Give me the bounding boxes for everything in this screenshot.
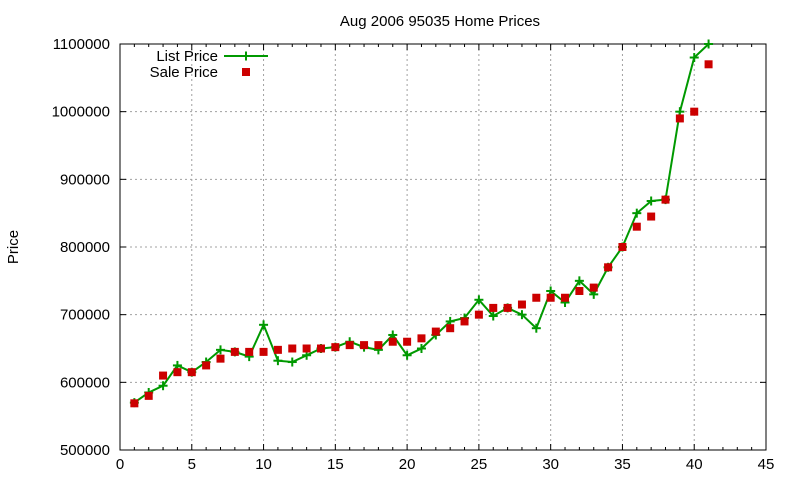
list-price-point [416, 344, 426, 353]
list-price-point [158, 381, 168, 391]
sale-price-point [446, 324, 455, 333]
list-price-point [273, 356, 283, 366]
sale-price-point [460, 317, 469, 326]
y-tick-label: 700000 [60, 307, 110, 324]
x-tick-label: 15 [327, 456, 344, 473]
sale-price-point [316, 344, 325, 353]
sale-price-point [503, 303, 512, 312]
sale-price-point [704, 60, 713, 69]
x-tick-label: 30 [542, 456, 559, 473]
sale-price-point [417, 334, 426, 343]
legend-plus-swatch [241, 51, 251, 61]
sale-price-point [690, 107, 699, 116]
sale-price-point [288, 344, 297, 353]
sale-price-point [230, 347, 239, 356]
data-series [129, 39, 714, 408]
sale-price-point [632, 222, 641, 231]
sale-price-point [159, 371, 168, 380]
list-price-point [259, 320, 269, 330]
grid-lines [120, 44, 766, 450]
sale-price-point [388, 337, 397, 346]
sale-price-point [561, 293, 570, 302]
sale-price-point [431, 327, 440, 336]
sale-price-point [259, 347, 268, 356]
list-price-point [287, 357, 297, 367]
series-sale-price [130, 60, 713, 408]
x-tick-label: 25 [471, 456, 488, 473]
x-tick-label: 5 [188, 456, 196, 473]
y-tick-label: 1000000 [52, 104, 110, 121]
list-price-point [531, 323, 541, 333]
y-tick-label: 500000 [60, 442, 110, 459]
legend-square-swatch [242, 68, 250, 76]
list-price-point [574, 276, 584, 286]
sale-price-point [575, 286, 584, 295]
sale-price-point [661, 195, 670, 204]
list-price-point [689, 53, 699, 63]
sale-price-point [345, 341, 354, 350]
sale-price-point [216, 354, 225, 363]
list-price-point [632, 208, 642, 218]
legend-entry: List Price [156, 48, 268, 65]
sale-price-point [489, 303, 498, 312]
sale-price-point [604, 263, 613, 272]
list-price-point [704, 39, 714, 49]
y-tick-label: 800000 [60, 239, 110, 256]
sale-price-point [532, 293, 541, 302]
sale-price-point [474, 310, 483, 319]
legend-entry: Sale Price [150, 64, 250, 81]
sale-price-point [589, 283, 598, 292]
x-tick-label: 0 [116, 456, 124, 473]
x-tick-label: 35 [614, 456, 631, 473]
list-price-point [646, 196, 656, 206]
x-tick-label: 10 [255, 456, 272, 473]
sale-price-point [647, 212, 656, 221]
sale-price-point [546, 293, 555, 302]
sale-price-point [675, 114, 684, 123]
x-tick-label: 45 [758, 456, 775, 473]
sale-price-point [302, 344, 311, 353]
sale-price-point [245, 347, 254, 356]
axis-ticks: 0 5 10 15 20 25 30 35 40 45 500000 600000 700000 8000… [52, 36, 775, 473]
list-price-point [517, 310, 527, 320]
list-price-point [488, 311, 498, 321]
sale-price-point [130, 399, 139, 408]
sale-price-point [273, 345, 282, 354]
sale-price-point [331, 343, 340, 352]
chart-title: Aug 2006 95035 Home Prices [340, 13, 540, 30]
sale-price-point [187, 368, 196, 377]
sale-price-point [517, 300, 526, 309]
list-price-point [215, 345, 225, 355]
y-tick-label: 900000 [60, 171, 110, 188]
sale-price-point [202, 361, 211, 370]
y-axis-label: Price [5, 230, 22, 264]
x-tick-label: 20 [399, 456, 416, 473]
sale-price-point [618, 243, 627, 251]
y-tick-label: 600000 [60, 374, 110, 391]
list-price-point [402, 350, 412, 360]
series-list-price [129, 39, 714, 408]
legend-label: List Price [156, 48, 218, 65]
sale-price-point [403, 337, 412, 346]
sale-price-point [360, 341, 369, 350]
sale-price-point [374, 341, 383, 350]
x-tick-label: 40 [686, 456, 703, 473]
list-price-point [474, 295, 484, 305]
sale-price-point [173, 368, 182, 377]
legend-label: Sale Price [150, 64, 218, 81]
y-tick-label: 1100000 [53, 36, 110, 53]
sale-price-point [144, 391, 153, 400]
